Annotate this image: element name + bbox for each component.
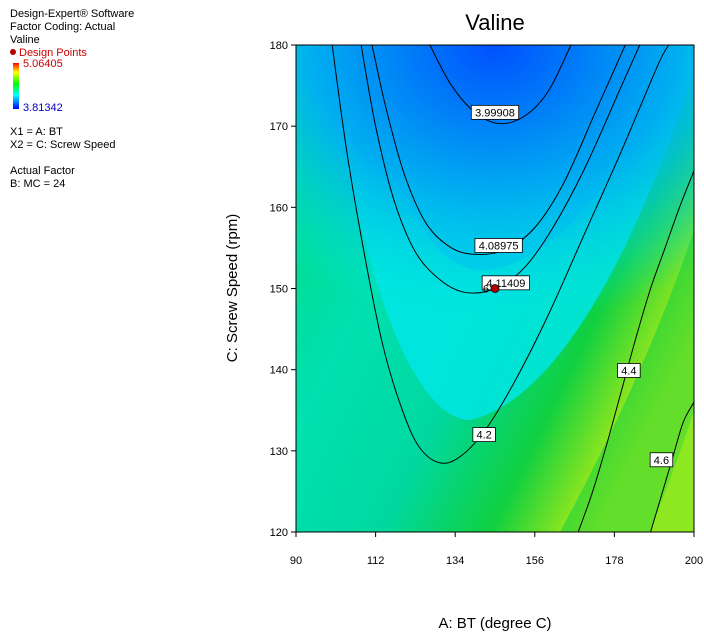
actual-factor-title: Actual Factor [10,165,75,177]
contour-line-4.11409 [360,45,641,294]
color-gradient-bar [13,63,19,109]
color-scale: 5.06405 3.81342 [10,58,134,114]
y-tick-label: 130 [270,446,288,458]
x-tick-label: 90 [290,555,302,567]
chart-title: Valine [465,10,525,35]
response-name: Valine [10,34,40,46]
contour-label-box [649,452,674,468]
contour-label: 4.6 [654,455,669,467]
factor-x1: X1 = A: BT [10,126,63,138]
design-points-label: Design Points [19,47,87,59]
design-points-legend: Design Points [10,47,134,60]
y-tick-label: 150 [270,284,288,296]
x-axis-label: A: BT (degree C) [438,615,551,632]
contour-label-box [472,427,496,443]
contour-line-3.99908 [429,45,572,125]
y-axis-label: C: Screw Speed (rpm) [224,214,241,362]
contour-line-4.4 [577,170,694,532]
color-scale-low: 3.81342 [23,102,63,114]
y-tick-label: 120 [270,527,288,539]
y-tick-label: 180 [270,40,288,52]
x-tick-label: 112 [367,555,385,567]
contour-label: 3.99908 [475,107,515,119]
software-name: Design-Expert® Software [10,8,135,20]
y-tick-label: 140 [270,365,288,377]
contour-label: 4.4 [621,365,636,377]
factor-x2: X2 = C: Screw Speed [10,139,116,151]
design-point-icon [10,49,16,55]
y-tick-label: 160 [270,202,288,214]
contour-line-4.2 [331,45,670,464]
contour-label: 4.2 [476,430,491,442]
design-point-count: 6 [483,284,489,296]
contour-label-box [470,104,520,120]
contour-line-4.08975 [371,45,626,255]
x-tick-label: 156 [526,555,544,567]
contour-label: 4.08975 [479,240,519,252]
x-tick-label: 178 [605,555,623,567]
contour-label-box [617,363,641,378]
color-scale-high: 5.06405 [23,58,63,70]
legend-panel: Design-Expert® Software Factor Coding: A… [10,8,134,191]
x-tick-label: 134 [446,555,464,567]
actual-factor-value: B: MC = 24 [10,178,66,190]
design-point [490,284,500,293]
factor-coding: Factor Coding: Actual [10,21,116,33]
x-tick-label: 200 [685,555,703,567]
y-tick-label: 170 [270,121,288,133]
contour-label-box [474,238,523,253]
